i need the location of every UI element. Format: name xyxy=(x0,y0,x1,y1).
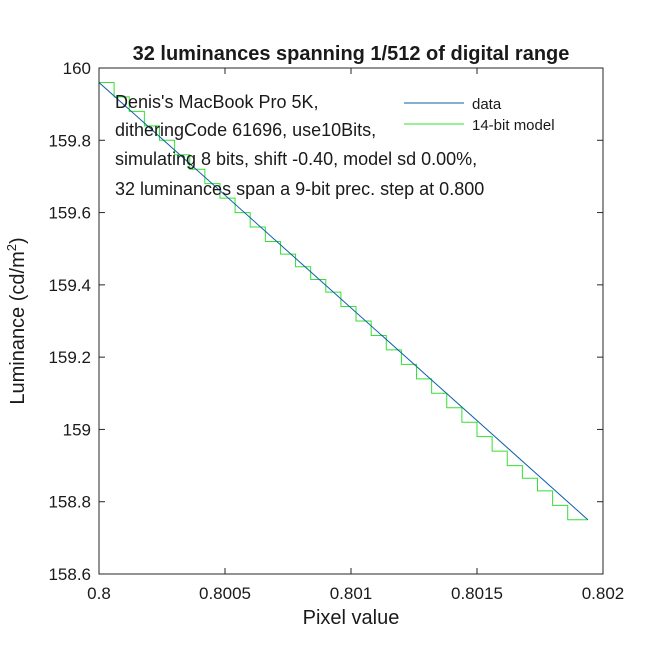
y-tick-label: 159.2 xyxy=(48,348,91,367)
x-tick-label: 0.8015 xyxy=(451,584,503,603)
x-tick-label: 0.8 xyxy=(87,584,111,603)
annotation-line: Denis's MacBook Pro 5K, xyxy=(115,92,319,112)
tick-layer: 0.8 0.8005 0.801 0.8015 0.802 158.6 158.8 159 15… xyxy=(48,59,624,603)
x-tick-label: 0.8005 xyxy=(199,584,251,603)
x-axis-label: Pixel value xyxy=(303,607,400,629)
y-tick-label: 158.6 xyxy=(48,565,91,584)
annotation-line: simulating 8 bits, shift -0.40, model sd… xyxy=(115,149,477,169)
legend: data 14-bit model xyxy=(404,96,555,134)
y-tick-label: 159 xyxy=(63,420,91,439)
x-tick-label: 0.802 xyxy=(582,584,625,603)
y-tick-label: 159.4 xyxy=(48,276,91,295)
y-axis-label-main: Luminance (cd/m xyxy=(7,251,29,404)
legend-label-model: 14-bit model xyxy=(472,117,555,134)
y-tick-label: 159.8 xyxy=(48,131,91,150)
y-axis-label-superscript: 2 xyxy=(4,244,19,251)
y-axis-label: Luminance (cd/m2) xyxy=(4,237,29,404)
chart-title: 32 luminances spanning 1/512 of digital … xyxy=(133,43,570,65)
legend-label-data: data xyxy=(472,96,502,113)
y-tick-label: 160 xyxy=(63,59,91,78)
y-tick-label: 158.8 xyxy=(48,493,91,512)
annotation-line: ditheringCode 61696, use10Bits, xyxy=(115,120,376,140)
y-axis-label-close: ) xyxy=(7,237,29,244)
series-line-data xyxy=(98,82,589,521)
annotation-line: 32 luminances span a 9-bit prec. step at… xyxy=(115,179,484,199)
series-layer xyxy=(98,81,589,521)
y-tick-label: 159.6 xyxy=(48,204,91,223)
plot-area xyxy=(99,68,603,574)
x-tick-label: 0.801 xyxy=(330,584,373,603)
annotation-text: Denis's MacBook Pro 5K, ditheringCode 61… xyxy=(115,92,484,199)
